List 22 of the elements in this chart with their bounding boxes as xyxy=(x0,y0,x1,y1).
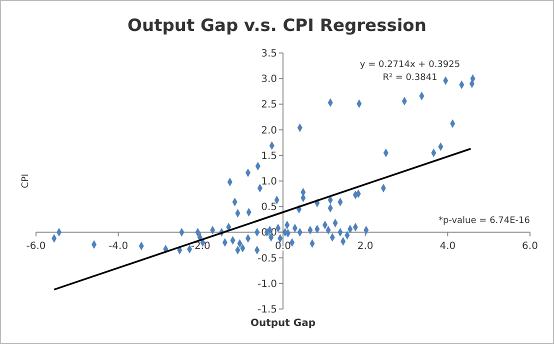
x-axis-title: Output Gap xyxy=(250,318,316,329)
annotation: *p-value = 6.74E-16 xyxy=(438,216,530,226)
x-tick-label: 2.0 xyxy=(357,241,374,252)
x-tick-label: -4.0 xyxy=(108,241,128,252)
y-tick-label: 2.5 xyxy=(261,100,277,111)
x-tick-label: 4.0 xyxy=(440,241,456,252)
annotation: y = 0.2714x + 0.3925 xyxy=(360,60,460,70)
y-axis-title: CPI xyxy=(21,174,31,188)
y-tick-label: 2.0 xyxy=(261,125,277,136)
y-tick-label: 1.5 xyxy=(261,150,277,162)
y-tick-label: -1.0 xyxy=(257,278,277,290)
y-tick-label: 0.5 xyxy=(261,202,277,214)
y-tick-label: -1.5 xyxy=(257,304,277,316)
y-tick-label: 1.0 xyxy=(261,176,277,188)
x-tick-label: -6.0 xyxy=(26,241,46,252)
y-tick-label: 3.5 xyxy=(261,48,277,60)
y-tick-label: -0.5 xyxy=(257,253,277,264)
x-tick-label: -2.0 xyxy=(190,241,210,252)
x-tick-label: 6.0 xyxy=(522,241,538,252)
annotation: R² = 0.3841 xyxy=(382,73,438,83)
y-tick-label: 3.0 xyxy=(261,74,277,86)
chart-title: Output Gap v.s. CPI Regression xyxy=(128,16,426,36)
